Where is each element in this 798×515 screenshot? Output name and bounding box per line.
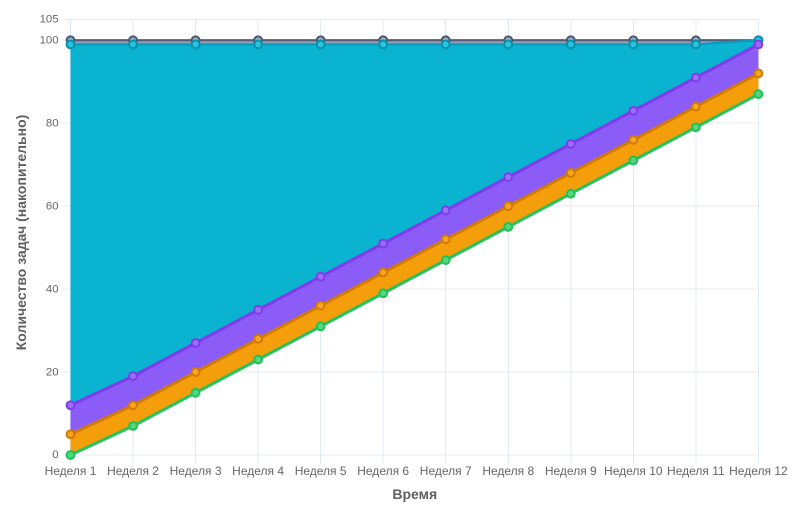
svg-text:Неделя 2: Неделя 2 bbox=[107, 464, 159, 478]
svg-text:Неделя 9: Неделя 9 bbox=[545, 464, 597, 478]
svg-text:Неделя 6: Неделя 6 bbox=[357, 464, 409, 478]
svg-text:80: 80 bbox=[46, 117, 59, 129]
svg-text:Неделя 12: Неделя 12 bbox=[729, 464, 788, 478]
svg-text:Неделя 5: Неделя 5 bbox=[295, 464, 347, 478]
svg-text:Неделя 11: Неделя 11 bbox=[667, 464, 725, 478]
svg-text:Неделя 8: Неделя 8 bbox=[482, 464, 534, 478]
svg-text:100: 100 bbox=[40, 34, 59, 46]
svg-text:40: 40 bbox=[46, 283, 59, 295]
svg-text:20: 20 bbox=[46, 366, 59, 378]
svg-text:105: 105 bbox=[40, 14, 59, 26]
svg-text:60: 60 bbox=[46, 200, 59, 212]
svg-text:Неделя 1: Неделя 1 bbox=[45, 464, 97, 478]
svg-text:Неделя 4: Неделя 4 bbox=[232, 464, 284, 478]
svg-text:Время: Время bbox=[392, 486, 437, 502]
svg-text:Количество задач (накопительно: Количество задач (накопительно) bbox=[13, 115, 29, 351]
svg-text:Неделя 3: Неделя 3 bbox=[170, 464, 222, 478]
svg-text:0: 0 bbox=[52, 449, 58, 461]
svg-text:Неделя 7: Неделя 7 bbox=[420, 464, 472, 478]
svg-text:Неделя 10: Неделя 10 bbox=[604, 464, 663, 478]
